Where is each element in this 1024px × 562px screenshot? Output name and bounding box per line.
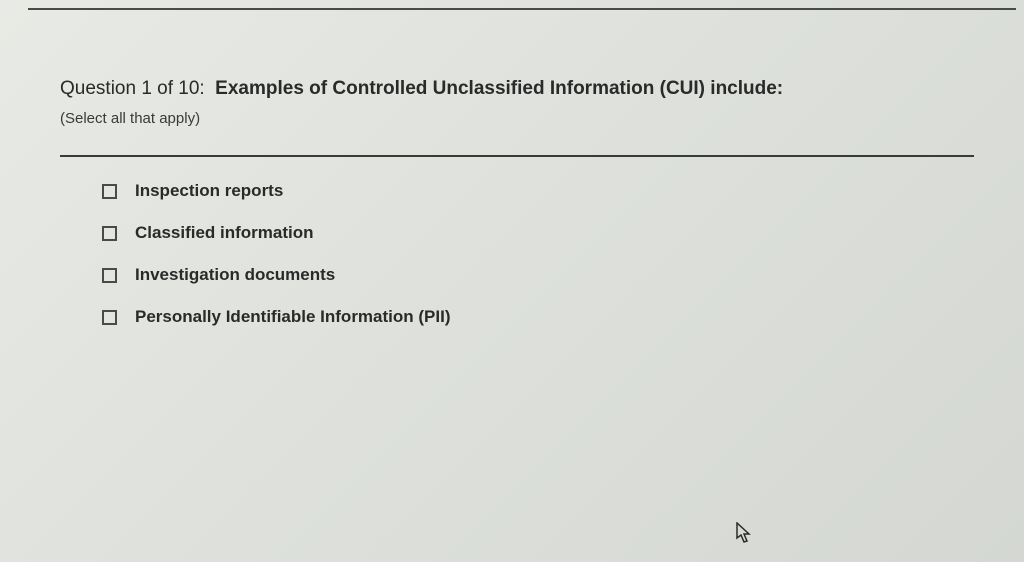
cursor-icon [736,522,752,544]
checkbox-icon[interactable] [102,268,117,283]
question-instruction: (Select all that apply) [60,110,974,127]
question-divider [60,155,974,157]
option-row[interactable]: Classified information [102,223,974,243]
checkbox-icon[interactable] [102,310,117,325]
checkbox-icon[interactable] [102,226,117,241]
option-label[interactable]: Inspection reports [135,181,283,201]
option-label[interactable]: Personally Identifiable Information (PII… [135,307,451,327]
option-row[interactable]: Investigation documents [102,265,974,285]
question-header: Question 1 of 10: Examples of Controlled… [60,78,974,100]
option-row[interactable]: Inspection reports [102,181,974,201]
question-number: Question 1 of 10: [60,78,205,99]
options-list: Inspection reports Classified informatio… [60,181,974,327]
option-row[interactable]: Personally Identifiable Information (PII… [102,307,974,327]
checkbox-icon[interactable] [102,184,117,199]
top-divider [28,8,1016,10]
option-label[interactable]: Investigation documents [135,265,335,285]
question-container: Question 1 of 10: Examples of Controlled… [0,0,1024,327]
question-text: Examples of Controlled Unclassified Info… [215,78,783,99]
option-label[interactable]: Classified information [135,223,314,243]
